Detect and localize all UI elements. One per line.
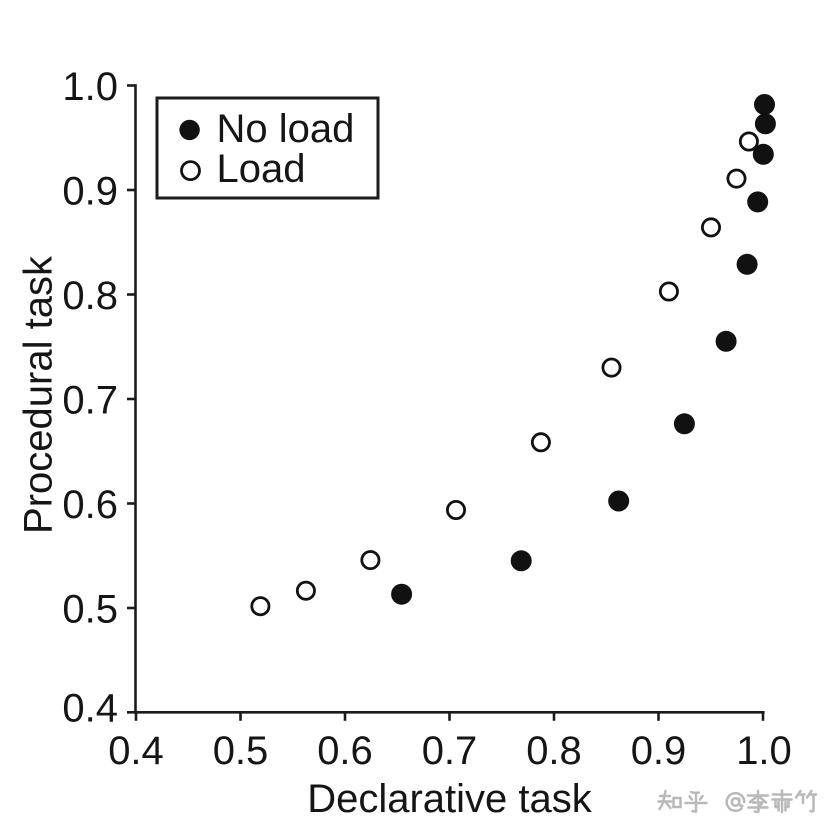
svg-text:0.4: 0.4 [62, 687, 118, 731]
svg-text:0.5: 0.5 [62, 588, 118, 632]
svg-text:Procedural task: Procedural task [17, 255, 61, 534]
svg-text:1.0: 1.0 [62, 65, 118, 109]
svg-text:No load: No load [217, 107, 355, 151]
svg-text:0.9: 0.9 [62, 170, 118, 214]
svg-text:Declarative task: Declarative task [307, 777, 593, 821]
svg-text:Load: Load [217, 147, 306, 191]
svg-text:1.0: 1.0 [736, 729, 792, 773]
svg-text:0.8: 0.8 [62, 274, 118, 318]
svg-text:0.7: 0.7 [422, 729, 478, 773]
svg-text:0.6: 0.6 [317, 729, 373, 773]
svg-text:0.9: 0.9 [631, 729, 687, 773]
svg-text:0.4: 0.4 [108, 729, 164, 773]
svg-text:0.7: 0.7 [62, 379, 118, 423]
svg-text:0.5: 0.5 [213, 729, 269, 773]
svg-text:0.8: 0.8 [526, 729, 582, 773]
svg-text:0.6: 0.6 [62, 483, 118, 527]
